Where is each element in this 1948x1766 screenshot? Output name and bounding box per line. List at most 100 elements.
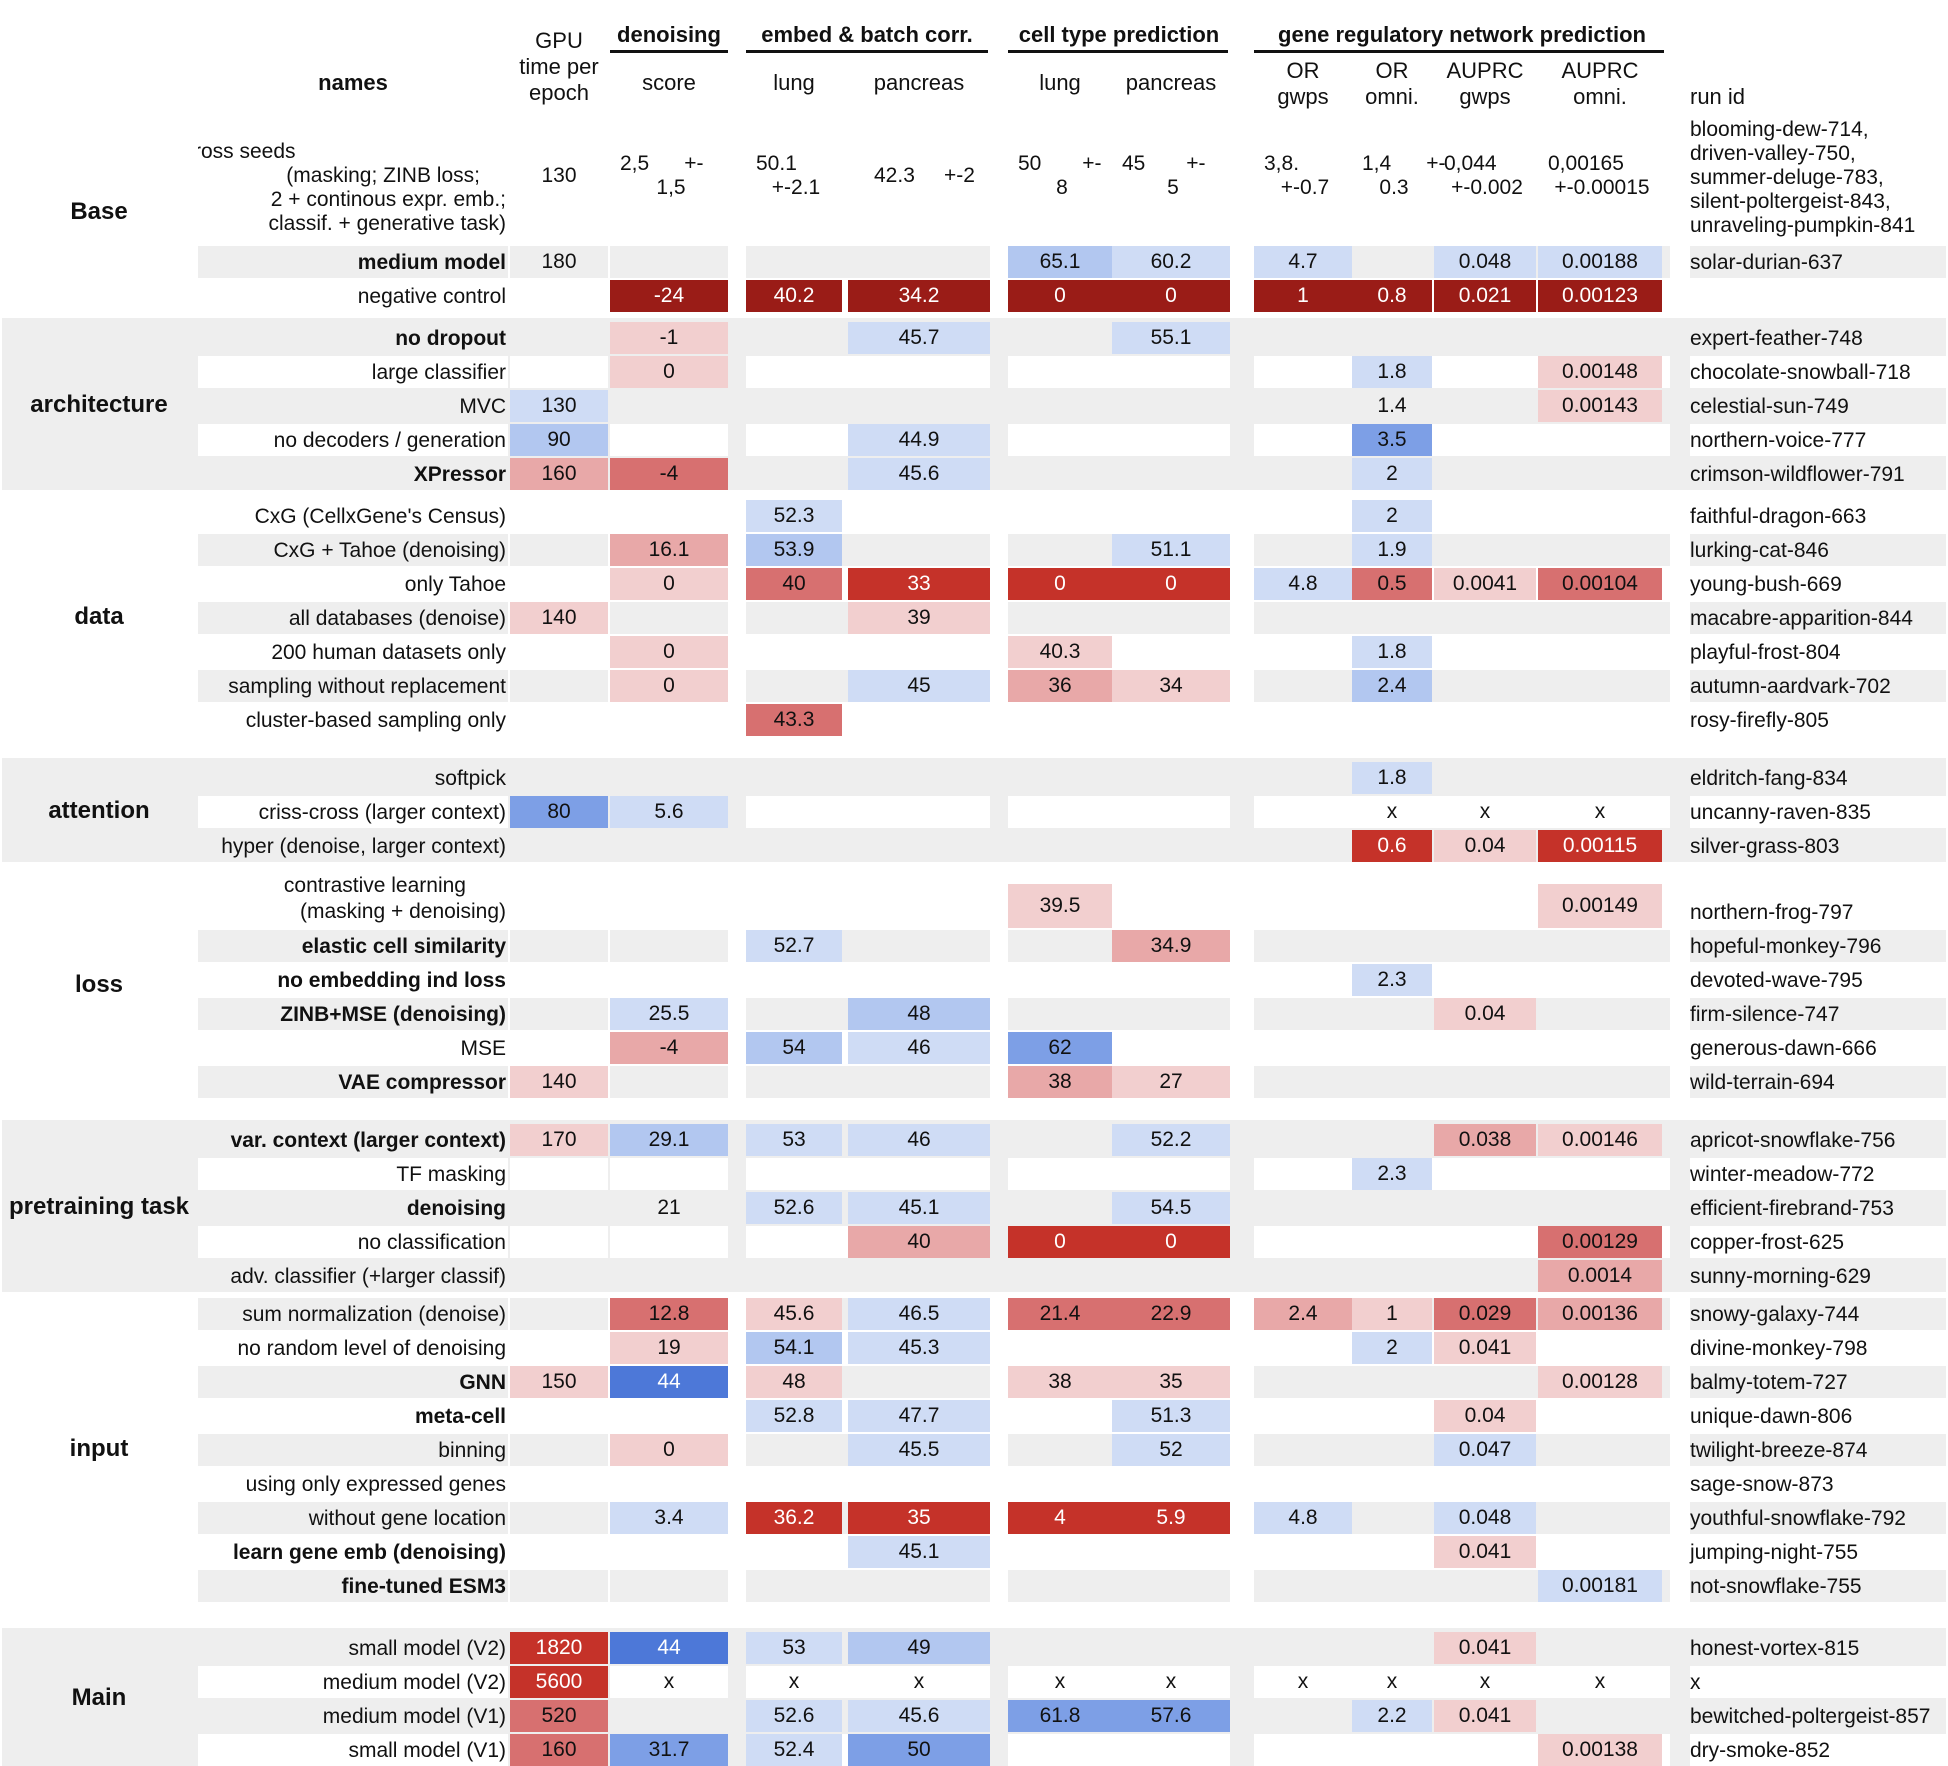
gpu-time-header: time per [519, 54, 599, 79]
score-cell [610, 1468, 728, 1500]
score-cell [610, 762, 728, 794]
score-cell [1434, 1260, 1536, 1292]
group-underline [610, 50, 728, 53]
score-cell: 150 [510, 1366, 608, 1398]
score-cell: 57.6 [1112, 1700, 1230, 1732]
row-stripe [510, 1570, 608, 1602]
row-name: var. context (larger context) [230, 1129, 506, 1152]
run-id: lurking-cat-846 [1690, 539, 1829, 562]
row-name: without gene location [308, 1507, 506, 1530]
score-cell: 52.3 [746, 500, 842, 532]
score-cell [510, 322, 608, 354]
score-cell: 40.3 [1008, 636, 1112, 668]
row-name: contrastive learning [283, 874, 466, 897]
score-cell [610, 1700, 728, 1732]
score-cell: 5.6 [610, 796, 728, 828]
row-background [1254, 1158, 1670, 1190]
row-stripe [198, 390, 508, 422]
score-cell [848, 964, 990, 996]
score-cell [1352, 1434, 1432, 1466]
row-stripe [198, 1298, 508, 1330]
score-cell [1254, 1570, 1352, 1602]
score-cell [1254, 1536, 1352, 1568]
score-cell: 21 [657, 1196, 681, 1219]
score-cell: 0.00149 [1538, 884, 1662, 928]
column-header: OR [1286, 58, 1320, 83]
base-score: 1,4 +- [1362, 152, 1446, 175]
row-stripe [610, 602, 728, 634]
score-cell: 54.1 [746, 1332, 842, 1364]
run-id: faithful-dragon-663 [1690, 505, 1867, 528]
row-stripe [1690, 762, 1946, 794]
row-background [1690, 1666, 1946, 1698]
score-cell [1254, 602, 1352, 634]
score-cell: 0 [610, 670, 728, 702]
score-cell [1352, 1260, 1432, 1292]
score-cell [1434, 964, 1536, 996]
score-cell [746, 246, 842, 278]
row-background [1008, 356, 1230, 388]
score-cell [1008, 322, 1112, 354]
score-cell [1008, 930, 1112, 962]
row-stripe [198, 1366, 508, 1398]
score-cell: 0.048 [1434, 246, 1536, 278]
score-cell: x [913, 1670, 925, 1693]
score-cell [1112, 1158, 1230, 1190]
score-cell: 34.2 [848, 280, 990, 312]
score-cell [1538, 670, 1662, 702]
score-cell [1538, 964, 1662, 996]
score-cell: 52.4 [746, 1734, 842, 1766]
score-cell [1352, 1502, 1432, 1534]
score-cell: 16.1 [610, 534, 728, 566]
column-header: pancreas [1125, 70, 1217, 95]
score-cell: 0 [610, 1434, 728, 1466]
group-underline [746, 50, 988, 53]
run-id: sunny-morning-629 [1690, 1265, 1871, 1288]
score-cell [1112, 1468, 1230, 1500]
score-cell: 0 [1112, 568, 1230, 600]
run-id: youthful-snowflake-792 [1690, 1507, 1906, 1530]
row-name: elastic cell similarity [301, 935, 506, 958]
run-id: apricot-snowflake-756 [1690, 1129, 1896, 1152]
score-cell [1538, 998, 1662, 1030]
score-cell: -24 [610, 280, 728, 312]
base-run-id: unraveling-pumpkin-841 [1690, 214, 1916, 237]
run-id: autumn-aardvark-702 [1690, 675, 1891, 698]
score-cell: 0 [1008, 568, 1112, 600]
score-cell: 62 [1008, 1032, 1112, 1064]
run-id: eldritch-fang-834 [1690, 767, 1848, 790]
row-name: negative control [357, 285, 506, 308]
score-cell [1254, 534, 1352, 566]
base-score: 50 +- [1018, 152, 1102, 175]
score-cell [848, 1468, 990, 1500]
score-cell: 5600 [510, 1666, 608, 1698]
score-cell [1434, 704, 1536, 736]
score-cell [510, 1158, 608, 1190]
gpu-time-header: epoch [529, 80, 589, 105]
row-name: using only expressed genes [245, 1473, 506, 1496]
score-cell [1352, 930, 1432, 962]
score-cell [510, 1032, 608, 1064]
score-cell: 2.4 [1254, 1298, 1352, 1330]
score-cell [1352, 1192, 1432, 1224]
score-cell: 0.029 [1434, 1298, 1536, 1330]
score-cell [1112, 1536, 1230, 1568]
column-header: gwps [1277, 84, 1329, 109]
row-stripe [510, 322, 608, 354]
row-name: no dropout [395, 327, 506, 350]
score-cell [746, 1226, 842, 1258]
score-cell [1254, 636, 1352, 668]
score-cell [1008, 796, 1112, 828]
score-cell [746, 1536, 842, 1568]
base-score: 5 [1167, 176, 1179, 199]
row-background [1690, 796, 1946, 828]
score-cell [1008, 1570, 1112, 1602]
score-cell [1112, 704, 1230, 736]
row-name: VAE compressor [338, 1071, 506, 1094]
score-cell: 61.8 [1008, 1700, 1112, 1732]
run-id: macabre-apparition-844 [1690, 607, 1913, 630]
row-name: meta-cell [414, 1405, 506, 1428]
row-stripe [510, 1192, 608, 1224]
score-cell: 25.5 [610, 998, 728, 1030]
base-score: 3,8. [1264, 152, 1300, 175]
